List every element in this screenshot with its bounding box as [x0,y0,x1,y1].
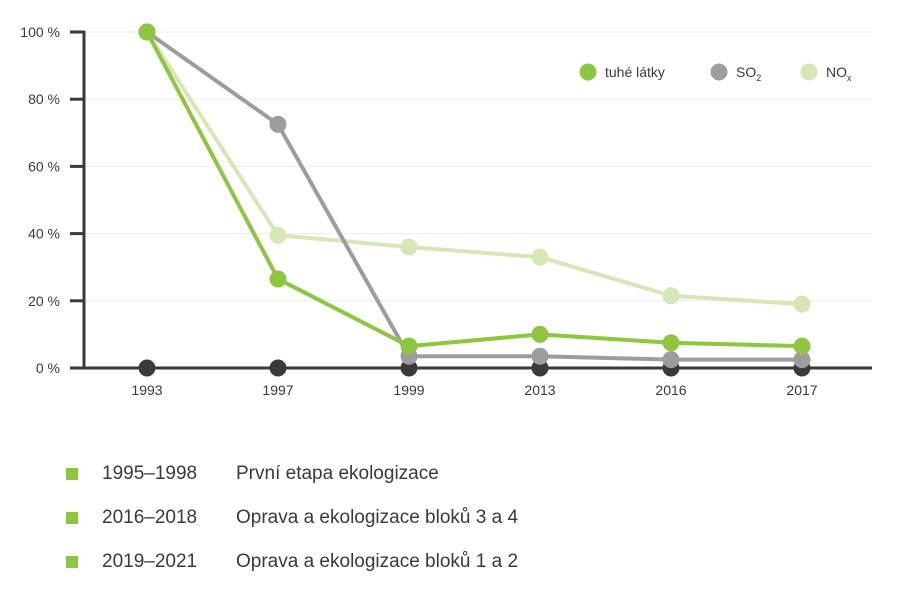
y-tick-label: 80 % [28,91,60,107]
series-line [145,30,802,362]
data-point [138,23,156,41]
data-point [662,287,680,305]
y-tick-label: 60 % [28,158,60,174]
data-point [531,248,549,266]
x-tick-label: 2013 [524,382,555,398]
data-point [793,337,811,355]
milestone-period: 1995–1998 [102,463,198,484]
x-tick-label: 2016 [655,382,686,398]
data-point [662,334,680,352]
legend-marker [800,63,818,81]
legend: tuhé látky SO2 NOx [579,63,852,83]
milestone-item: 2019–2021 Oprava a ekologizace bloků 1 a… [66,540,518,584]
milestone-text: Oprava a ekologizace bloků 3 a 4 [236,507,519,528]
x-tick-label: 1999 [393,382,424,398]
milestone-period: 2016–2018 [102,507,198,528]
milestone-text: Oprava a ekologizace bloků 1 a 2 [236,551,519,572]
series-group [138,23,811,369]
data-point [269,226,287,244]
x-tick-label: 2017 [786,382,817,398]
legend-label: NOx [826,64,852,83]
legend-label-subscript: x [847,73,852,83]
milestone-period: 2019–2021 [102,551,198,572]
legend-label: SO2 [736,64,761,83]
legend-label: tuhé látky [605,64,665,80]
data-point [662,351,680,369]
x-category-marker [531,359,549,377]
bullet-square-icon [66,468,78,480]
data-point [269,115,287,133]
bullet-square-icon [66,556,78,568]
milestone-item: 2016–2018 Oprava a ekologizace bloků 3 a… [66,496,518,540]
bullet-square-icon [66,512,78,524]
legend-marker [579,63,597,81]
x-tick-label: 1993 [131,382,162,398]
legend-marker [710,63,728,81]
data-point [400,238,418,256]
x-category-marker [400,359,418,377]
data-point [269,270,287,288]
series-line [145,30,803,307]
y-tick-label: 40 % [28,226,60,242]
milestone-item: 1995–1998 První etapa ekologizace [66,452,518,496]
y-axis: 0 % 20 % 40 % 60 % 80 % 100 % [20,24,86,376]
data-point [793,351,811,369]
series-line [145,31,803,349]
data-point [793,295,811,313]
y-tick-label: 0 % [36,360,60,376]
x-axis: 1993 1997 1999 2013 2016 2017 [83,359,872,398]
milestones-list: 1995–1998 První etapa ekologizace 2016–2… [66,452,518,584]
x-category-marker [269,359,287,377]
legend-label-subscript: 2 [756,73,761,83]
line-chart: 0 % 20 % 40 % 60 % 80 % 100 % 1993 1997 1999 201… [20,23,872,398]
data-point [400,337,418,355]
y-tick-label: 100 % [20,24,60,40]
y-tick-label: 20 % [28,293,60,309]
data-point [531,325,549,343]
x-category-marker [138,359,156,377]
data-point [531,347,549,365]
x-tick-label: 1997 [262,382,293,398]
milestone-text: První etapa ekologizace [236,463,439,484]
